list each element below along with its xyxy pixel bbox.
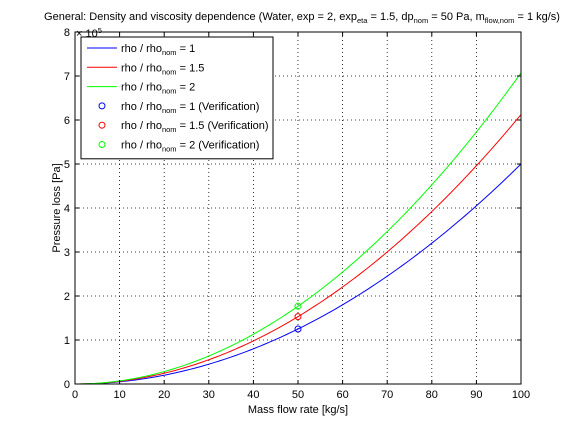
axis-ticks: 0 10 20 30 40 50 60 70 80 90 100 0 1 2 3 4 5 6 7 8 [64, 27, 530, 401]
legend-marker-swatch [98, 121, 106, 129]
x-tick-label: 60 [336, 389, 348, 401]
x-tick-label: 10 [113, 389, 125, 401]
x-tick-label: 30 [203, 389, 215, 401]
legend: rho / rhonom = 1 rho / rhonom = 1.5 rho / … [80, 36, 274, 160]
x-axis-label: Mass flow rate [kg/s] [248, 404, 348, 416]
legend-entry-label: rho / rhonom = 1.5 (Verification) [121, 120, 269, 134]
legend-entry-label: rho / rhonom = 1 [121, 43, 195, 57]
plot-series [74, 72, 522, 385]
x-tick-label: 20 [158, 389, 170, 401]
verification-point [294, 325, 302, 333]
y-tick-label: 1 [64, 335, 70, 347]
y-tick-label: 8 [64, 27, 70, 39]
legend-box [80, 36, 274, 160]
legend-entry-label: rho / rhonom = 1 (Verification) [121, 101, 259, 115]
verification-point [294, 302, 302, 310]
chart-title: General: Density and viscosity dependenc… [44, 11, 560, 25]
grid [75, 32, 521, 384]
x-tick-label: 80 [426, 389, 438, 401]
series-line [74, 163, 522, 385]
series-line [74, 114, 522, 385]
y-tick-label: 5 [64, 159, 70, 171]
x-tick-label: 100 [512, 389, 530, 401]
series-line [74, 72, 522, 385]
x-tick-label: 40 [247, 389, 259, 401]
y-tick-label: 3 [64, 247, 70, 259]
legend-marker-swatch [98, 102, 106, 110]
x-tick-label: 0 [72, 389, 78, 401]
legend-entry-label: rho / rhonom = 2 (Verification) [121, 140, 259, 154]
legend-marker-swatch [98, 141, 106, 148]
y-tick-label: 6 [64, 115, 70, 127]
x-tick-label: 90 [470, 389, 482, 401]
x-tick-label: 50 [292, 389, 304, 401]
legend-entry-label: rho / rhonom = 2 [121, 82, 195, 96]
verification-point [294, 313, 302, 321]
y-tick-label: 0 [64, 379, 70, 391]
y-axis-label: Pressure loss [Pa] [51, 163, 63, 252]
y-tick-label: 4 [64, 203, 70, 215]
y-tick-label: 7 [64, 71, 70, 83]
legend-entry-label: rho / rhonom = 1.5 [121, 62, 204, 76]
y-tick-label: 2 [64, 291, 70, 303]
x-tick-label: 70 [381, 389, 393, 401]
